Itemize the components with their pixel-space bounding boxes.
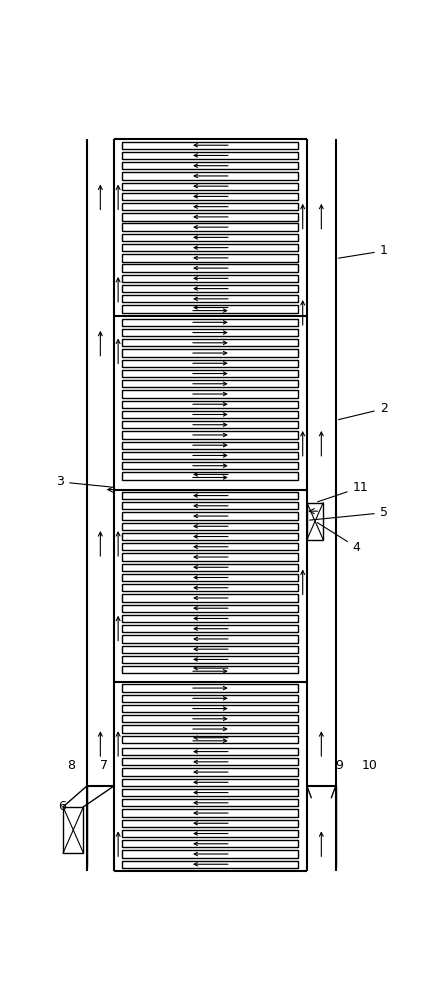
Bar (122, 656, 298, 663)
Bar (122, 553, 298, 561)
Bar (122, 349, 298, 357)
Bar (122, 152, 298, 159)
Bar (122, 431, 298, 439)
Bar (122, 840, 298, 847)
Bar (122, 861, 298, 868)
Bar (122, 715, 298, 722)
Bar (122, 584, 298, 591)
Bar (122, 295, 298, 302)
Bar (122, 725, 298, 733)
Bar (122, 339, 298, 346)
Bar (122, 442, 298, 449)
Bar (122, 758, 298, 765)
Text: 10: 10 (362, 759, 378, 772)
Bar (122, 370, 298, 377)
Bar (122, 360, 298, 367)
Bar (122, 254, 298, 262)
Bar (122, 748, 298, 755)
Text: 5: 5 (310, 506, 388, 520)
Bar (122, 462, 298, 469)
Bar (122, 789, 298, 796)
Bar (122, 492, 298, 499)
Bar (122, 411, 298, 418)
Bar (122, 594, 298, 602)
Bar (122, 666, 298, 673)
Text: 3: 3 (56, 475, 111, 488)
Bar (122, 193, 298, 200)
Bar (122, 162, 298, 169)
Bar (122, 380, 298, 387)
Bar (122, 285, 298, 292)
Text: 4: 4 (317, 523, 361, 554)
Bar (122, 203, 298, 210)
Bar (122, 574, 298, 581)
Bar (122, 779, 298, 786)
Bar (122, 768, 298, 776)
Bar (122, 543, 298, 550)
Bar (122, 213, 298, 221)
Bar (122, 142, 298, 149)
Bar (122, 799, 298, 806)
Text: 8: 8 (67, 759, 75, 772)
Bar (122, 564, 298, 571)
Bar (122, 421, 298, 428)
Bar (122, 625, 298, 632)
Bar (122, 172, 298, 180)
Text: 11: 11 (318, 481, 368, 502)
Bar (122, 390, 298, 398)
Bar (122, 452, 298, 459)
Bar (122, 809, 298, 817)
Text: 9: 9 (335, 759, 343, 772)
Bar (122, 605, 298, 612)
Bar (122, 244, 298, 251)
Bar (122, 264, 298, 272)
Bar (122, 736, 298, 743)
Bar (122, 635, 298, 643)
Bar (122, 684, 298, 692)
Bar (122, 472, 298, 480)
Text: 2: 2 (338, 402, 388, 420)
Bar (122, 512, 298, 520)
Bar (122, 695, 298, 702)
Bar (122, 502, 298, 509)
Bar (122, 615, 298, 622)
Bar (122, 533, 298, 540)
Text: 1: 1 (339, 244, 388, 258)
Bar (122, 850, 298, 858)
Bar (122, 830, 298, 837)
Bar (122, 275, 298, 282)
Bar (122, 234, 298, 241)
Bar (122, 523, 298, 530)
Bar (307, 503, 323, 540)
Bar (122, 319, 298, 326)
Bar (122, 329, 298, 336)
Bar (122, 305, 298, 313)
Bar (122, 646, 298, 653)
Bar (122, 705, 298, 712)
Bar (122, 820, 298, 827)
Text: 7: 7 (100, 759, 108, 772)
Bar (122, 401, 298, 408)
Bar (122, 223, 298, 231)
Text: 6: 6 (58, 800, 66, 813)
Bar (122, 183, 298, 190)
Bar (63, 807, 83, 853)
